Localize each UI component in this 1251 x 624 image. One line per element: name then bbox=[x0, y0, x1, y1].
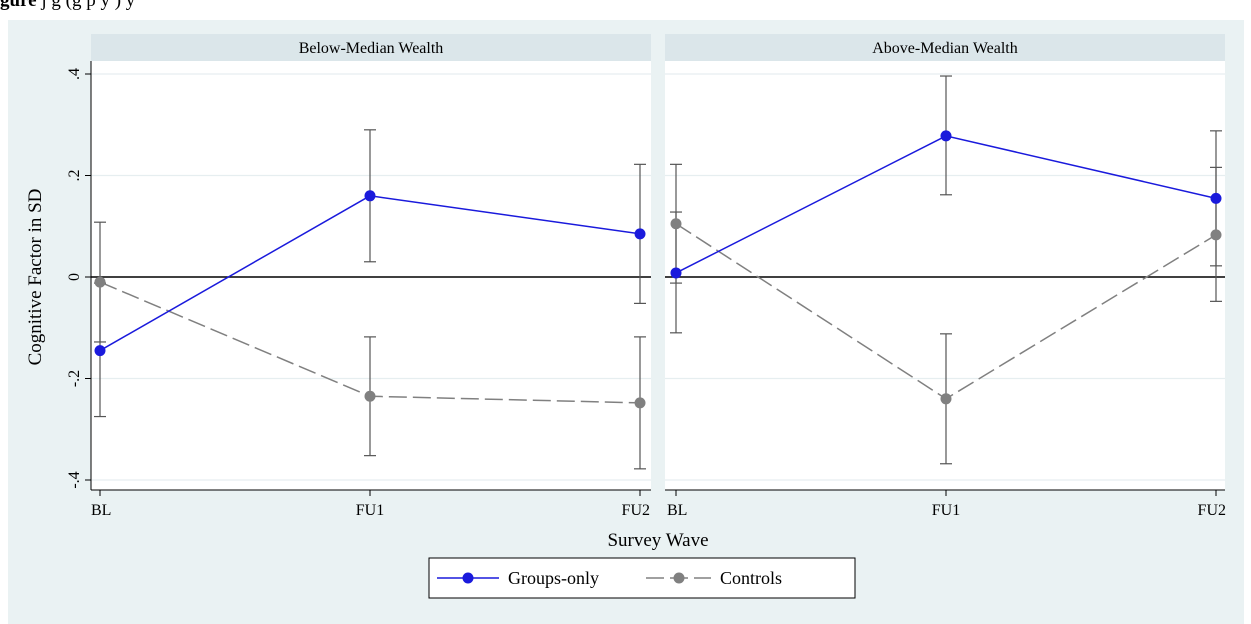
line-chart: Below-Median Wealth BL FU1 FU2 Above-Median … bbox=[25, 34, 1226, 599]
data-point-groups-only bbox=[94, 345, 106, 357]
y-tick-label: .2 bbox=[66, 170, 83, 182]
figure-caption: gure j g (g p y ) y bbox=[0, 0, 136, 11]
x-tick-label: BL bbox=[91, 502, 111, 519]
y-tick-label: .4 bbox=[66, 68, 83, 80]
legend-marker-groups-only bbox=[462, 572, 474, 584]
data-point-groups-only bbox=[940, 130, 952, 142]
x-tick-label: FU1 bbox=[356, 502, 384, 519]
data-point-groups-only bbox=[1210, 192, 1222, 204]
data-point-controls bbox=[940, 393, 952, 405]
x-tick-label: FU2 bbox=[1198, 502, 1226, 519]
legend-label-controls: Controls bbox=[720, 568, 782, 588]
data-point-controls bbox=[94, 276, 106, 288]
legend-label-groups-only: Groups-only bbox=[508, 568, 599, 588]
panel-title: Above-Median Wealth bbox=[872, 40, 1017, 57]
data-point-controls bbox=[634, 397, 646, 409]
legend-marker-controls bbox=[673, 572, 685, 584]
plot-area bbox=[91, 61, 651, 490]
data-point-groups-only bbox=[364, 190, 376, 202]
data-point-groups-only bbox=[670, 267, 682, 279]
panel-strip bbox=[665, 34, 1225, 61]
x-axis-title: Survey Wave bbox=[607, 530, 708, 551]
panel-strip bbox=[91, 34, 651, 61]
data-point-controls bbox=[1210, 229, 1222, 241]
y-tick-label: 0 bbox=[66, 273, 83, 281]
legend-box bbox=[428, 557, 856, 599]
y-axis-title: Cognitive Factor in SD bbox=[25, 189, 46, 366]
panel-title: Below-Median Wealth bbox=[299, 40, 444, 57]
data-point-controls bbox=[670, 218, 682, 230]
y-tick-label: -.2 bbox=[66, 370, 83, 387]
x-tick-label: BL bbox=[667, 502, 687, 519]
data-point-groups-only bbox=[634, 228, 646, 240]
x-tick-label: FU2 bbox=[622, 502, 650, 519]
plot-area bbox=[665, 61, 1225, 490]
y-tick-label: -.4 bbox=[66, 471, 83, 488]
figure-panel: Below-Median Wealth BL FU1 FU2 Above-Median … bbox=[8, 20, 1244, 624]
data-point-controls bbox=[364, 390, 376, 402]
x-tick-label: FU1 bbox=[932, 502, 960, 519]
